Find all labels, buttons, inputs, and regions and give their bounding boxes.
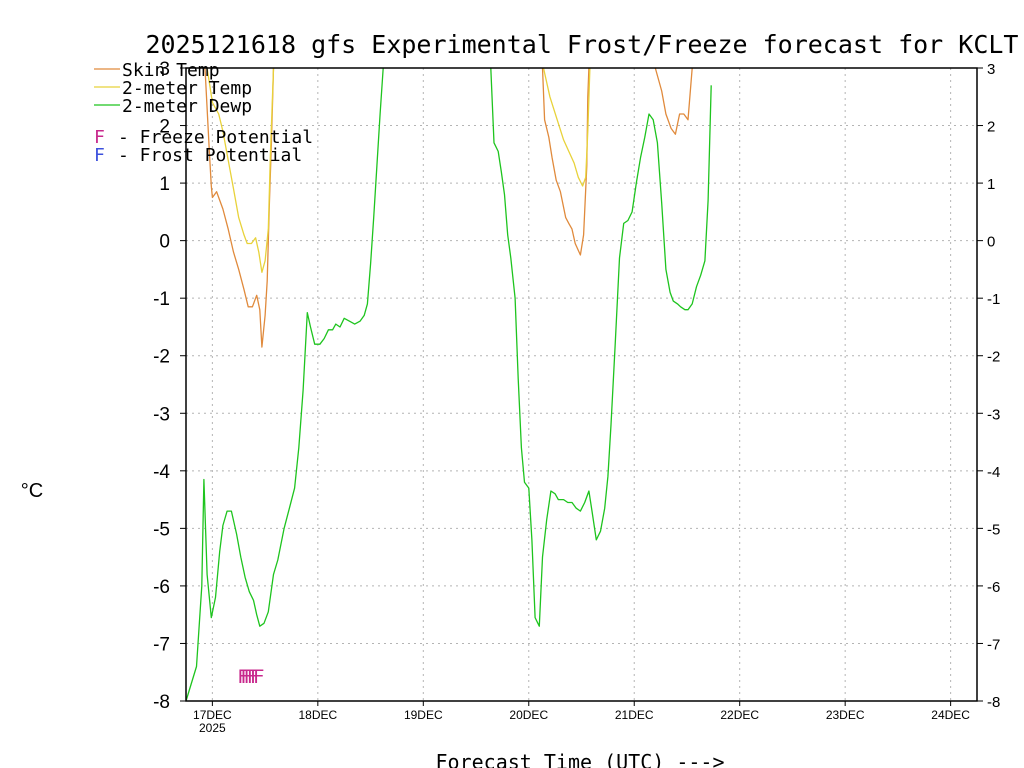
y-tick-label-left-0: -8 [153, 692, 170, 713]
series-2-meter-temp-line-0 [206, 67, 275, 273]
legend2-text-1: - Frost Potential [118, 145, 302, 166]
y-tick-label-right-4: -4 [987, 464, 1000, 481]
series-lines [185, 67, 712, 702]
series-2-meter-dewp-line-0 [185, 67, 384, 702]
series-2-meter-dewp-line-1 [490, 67, 712, 627]
x-tick-label-0: 17DEC [193, 708, 232, 722]
y-tick-label-left-8: 0 [159, 232, 170, 253]
x-tick-label-6: 23DEC [826, 708, 865, 722]
y-tick-label-right-9: 1 [987, 176, 995, 193]
plot-frame [185, 67, 978, 702]
y-tick-label-right-3: -5 [987, 521, 1000, 538]
y-tick-label-right-2: -6 [987, 579, 1000, 596]
y-tick-label-right-11: 3 [987, 61, 995, 78]
freeze-mark-0: F [237, 666, 248, 688]
series-2-meter-temp-line-1 [542, 67, 591, 187]
y-tick-label-right-10: 2 [987, 119, 995, 136]
x-tick-label-4: 21DEC [615, 708, 654, 722]
y-tick-label-left-4: -4 [153, 462, 170, 483]
y-tick-label-right-5: -3 [987, 406, 1000, 423]
y-tick-label-left-2: -6 [153, 577, 170, 598]
x-tick-sublabel-0: 2025 [199, 721, 226, 735]
y-tick-label-left-5: -3 [153, 404, 170, 425]
y-tick-label-right-7: -1 [987, 291, 1000, 308]
grid-lines [186, 68, 977, 701]
freeze-mark-5: F [253, 666, 264, 688]
x-tick-label-7: 24DEC [931, 708, 970, 722]
series-skin-temp-line-2 [654, 67, 693, 135]
freeze-mark-4: F [250, 666, 261, 688]
freeze-mark-1: F [240, 666, 251, 688]
y-tick-label-left-11: 3 [159, 59, 170, 80]
plot-border [185, 67, 978, 702]
y-tick-label-left-6: -2 [153, 347, 170, 368]
legend2-text-0: - Freeze Potential [118, 127, 313, 148]
x-tick-label-2: 19DEC [404, 708, 443, 722]
y-tick-label-left-1: -7 [153, 634, 170, 655]
legend-label-1: 2-meter Temp [122, 78, 252, 99]
y-tick-label-left-7: -1 [153, 289, 170, 310]
y-tick-label-right-8: 0 [987, 234, 995, 251]
freeze-mark-3: F [247, 666, 258, 688]
legend-label-0: Skin Temp [122, 60, 220, 81]
legend2-mark-0: F [94, 127, 105, 148]
y-axis-label: °C [21, 480, 43, 502]
y-tick-label-right-0: -8 [987, 694, 1000, 711]
y-tick-label-left-10: 2 [159, 117, 170, 138]
x-tick-label-5: 22DEC [720, 708, 759, 722]
series-skin-temp-line-0 [204, 67, 275, 348]
x-axis-label: Forecast Time (UTC) ---> [436, 750, 725, 768]
x-tick-label-1: 18DEC [298, 708, 337, 722]
y-axis-ticks: -8 -8 -7 -7 -6 -6 -5 -5 -4 -4 -3 -3 -2 -2 -1 -1 0 0 1 1 2 2 3 3 [153, 59, 1000, 713]
chart-title: 2025121618 gfs Experimental Frost/Freeze… [146, 30, 1019, 59]
y-tick-label-left-3: -5 [153, 519, 170, 540]
freeze-mark-2: F [244, 666, 255, 688]
legend2-mark-1: F [94, 145, 105, 166]
y-tick-label-right-1: -7 [987, 636, 1000, 653]
series-skin-temp-line-1 [541, 67, 590, 256]
legend-label-2: 2-meter Dewp [122, 96, 252, 117]
y-tick-label-left-9: 1 [159, 174, 170, 195]
y-tick-label-right-6: -2 [987, 349, 1000, 366]
x-tick-label-3: 20DEC [509, 708, 548, 722]
